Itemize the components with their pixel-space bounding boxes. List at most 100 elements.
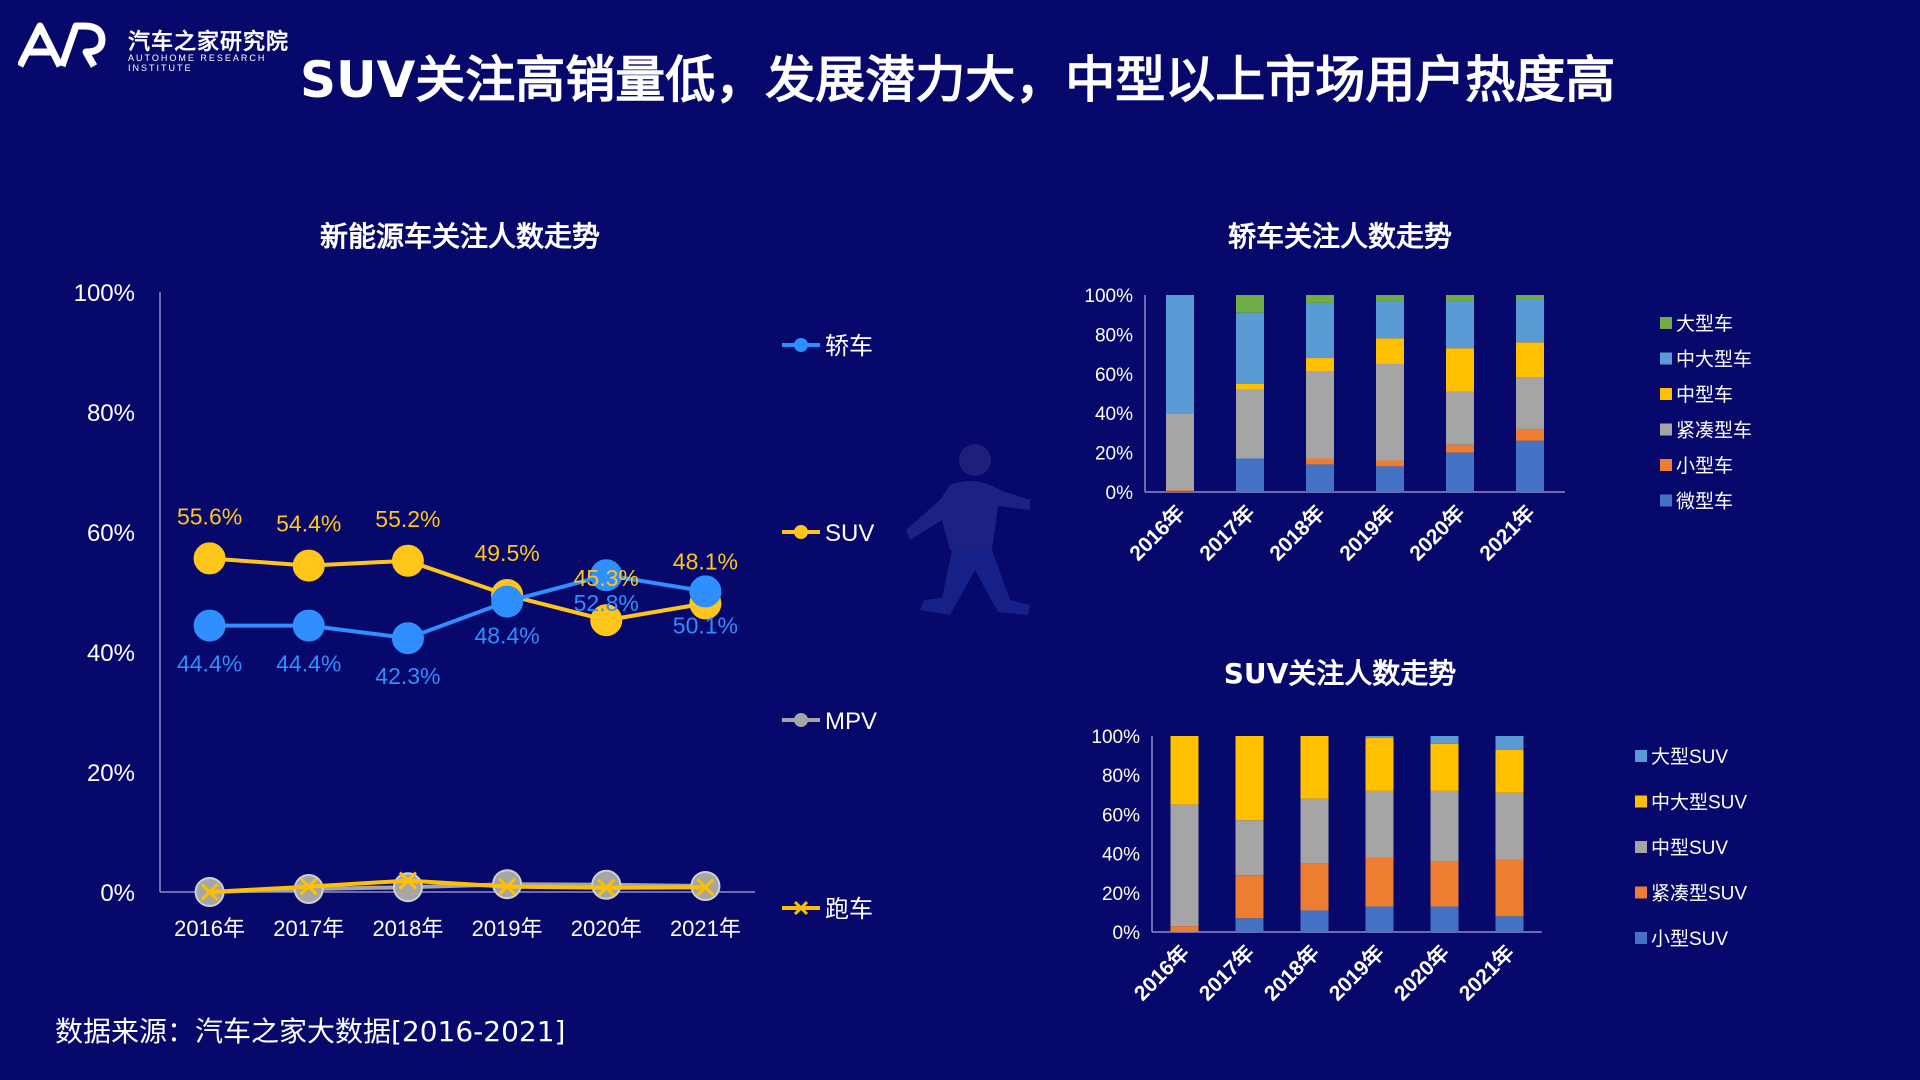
x-tick-label: 2021年	[1454, 941, 1519, 1006]
data-point-跑车	[498, 877, 517, 896]
y-tick-label: 60%	[1102, 805, 1140, 826]
series-line-跑车	[209, 878, 706, 894]
data-point-SUV	[292, 549, 325, 582]
bar-segment-中大型车	[1516, 298, 1544, 343]
bar-segment-中大型SUV	[1430, 743, 1459, 791]
series-line-SUV	[209, 556, 706, 623]
legend-label-紧凑型SUV: 紧凑型SUV	[1651, 883, 1747, 905]
bar-segment-微型车	[1446, 452, 1474, 492]
x-tick-label: 2016年	[1125, 501, 1190, 566]
x-tick-label: 2020年	[571, 916, 642, 941]
legend-label-中型SUV: 中型SUV	[1651, 837, 1728, 859]
bar-segment-大型SUV	[1430, 736, 1459, 744]
bar-segment-中大型车	[1236, 312, 1264, 384]
legend-label-大型SUV: 大型SUV	[1651, 746, 1728, 768]
x-tick-label: 2017年	[1194, 941, 1259, 1006]
y-tick-label: 100%	[1084, 286, 1133, 307]
legend-swatch-紧凑型SUV	[1635, 886, 1647, 899]
y-tick-label: 0%	[1106, 483, 1134, 504]
bar-segment-小型SUV	[1235, 918, 1264, 932]
y-tick-label: 60%	[87, 520, 135, 547]
data-label-SUV: 54.4%	[276, 511, 341, 537]
bar-segment-中型SUV	[1300, 798, 1329, 864]
sedan-chart-title: 轿车关注人数走势	[1227, 220, 1452, 253]
legend-label-紧凑型车: 紧凑型车	[1676, 420, 1752, 442]
bar-segment-小型SUV	[1495, 916, 1524, 932]
bar-segment-紧凑型车	[1376, 363, 1404, 461]
bar-segment-紧凑型SUV	[1300, 863, 1329, 911]
x-tick-label: 2018年	[1259, 941, 1324, 1006]
bar-segment-微型车	[1236, 458, 1264, 492]
y-tick-label: 80%	[1095, 325, 1133, 346]
autohome-logo-icon	[18, 22, 106, 68]
data-label-SUV: 55.2%	[375, 506, 440, 532]
bar-segment-中型车	[1376, 338, 1404, 364]
bar-segment-紧凑型车	[1306, 371, 1334, 459]
bar-segment-大型车	[1446, 295, 1474, 301]
bar-segment-紧凑型车	[1516, 377, 1544, 429]
data-label-SUV: 55.6%	[177, 503, 242, 529]
bar-segment-微型车	[1376, 466, 1404, 492]
x-tick-label: 2016年	[1129, 941, 1194, 1006]
bar-segment-紧凑型SUV	[1495, 859, 1524, 917]
bar-segment-小型车	[1446, 444, 1474, 453]
x-tick-label: 2016年	[174, 916, 245, 941]
bar-segment-微型车	[1516, 440, 1544, 492]
nev-trend-line-chart: 0% 20% 40% 60% 80% 100% 2016年 2017年 2018年 2019年 20…	[74, 280, 877, 941]
y-tick-label: 20%	[1095, 444, 1133, 465]
legend-marker-跑车	[793, 900, 809, 916]
data-point-轿车	[391, 622, 424, 655]
data-point-轿车	[491, 585, 524, 618]
data-point-MPV	[392, 872, 423, 903]
data-point-跑车	[299, 877, 318, 896]
bar-segment-小型车	[1306, 458, 1334, 465]
data-point-SUV	[193, 542, 226, 575]
y-tick-label: 0%	[1113, 923, 1141, 944]
legend-swatch-大型车	[1660, 317, 1672, 329]
bar-segment-中大型SUV	[1365, 737, 1394, 791]
legend-swatch-中型SUV	[1635, 841, 1647, 853]
bar-segment-小型车	[1376, 460, 1404, 467]
data-point-跑车	[696, 878, 715, 897]
legend-swatch-大型SUV	[1635, 750, 1647, 762]
x-tick-label: 2019年	[1324, 941, 1389, 1006]
bar-segment-紧凑型车	[1446, 391, 1474, 445]
bar-segment-大型SUV	[1495, 736, 1524, 750]
y-tick-label: 40%	[87, 640, 135, 667]
sedan-stacked-bar-chart: 0%20%40%60%80%100%2016年 2017年 2018年 2019年 20…	[1084, 286, 1752, 566]
legend-swatch-中大型车	[1660, 352, 1672, 365]
bar-segment-中大型SUV	[1495, 749, 1524, 793]
bar-segment-小型SUV	[1430, 906, 1459, 932]
x-tick-label: 2017年	[1195, 501, 1260, 566]
suv-stacked-bar-chart: 0%20%40%60%80%100%2016年 2017年 2018年 2019年 20…	[1091, 727, 1747, 1006]
data-point-SUV	[391, 544, 424, 577]
legend-label-微型车: 微型车	[1676, 491, 1733, 513]
runner-illustration-icon	[906, 444, 1030, 615]
legend-swatch-中大型SUV	[1635, 795, 1647, 808]
bar-segment-大型车	[1516, 295, 1544, 299]
bar-segment-小型SUV	[1300, 910, 1329, 932]
suv-chart-title: SUV关注人数走势	[1223, 657, 1457, 690]
y-tick-label: 40%	[1102, 845, 1140, 866]
legend-label-中大型车: 中大型车	[1676, 349, 1752, 371]
y-tick-label: 100%	[74, 280, 135, 307]
bar-segment-微型车	[1306, 464, 1334, 492]
legend-swatch-中型车	[1660, 388, 1672, 400]
legend-label-中型车: 中型车	[1676, 384, 1733, 406]
bar-segment-中大型车	[1376, 300, 1404, 339]
data-point-MPV	[591, 869, 622, 900]
y-tick-label: 20%	[87, 760, 135, 787]
bar-segment-微型车	[1166, 491, 1194, 492]
legend-label-MPV: MPV	[825, 708, 877, 735]
data-point-轿车	[590, 559, 623, 592]
data-label-轿车: 48.4%	[474, 623, 539, 649]
bar-segment-紧凑型SUV	[1365, 857, 1394, 907]
bar-segment-中型SUV	[1495, 792, 1524, 860]
bar-segment-中型车	[1516, 342, 1544, 378]
bar-segment-中大型车	[1306, 302, 1334, 359]
bar-segment-大型车	[1376, 295, 1404, 301]
x-tick-label: 2017年	[273, 916, 344, 941]
legend-label-轿车: 轿车	[825, 333, 873, 360]
page-title: SUV关注高销量低，发展潜力大，中型以上市场用户热度高	[300, 51, 1616, 109]
x-tick-label: 2019年	[472, 916, 543, 941]
